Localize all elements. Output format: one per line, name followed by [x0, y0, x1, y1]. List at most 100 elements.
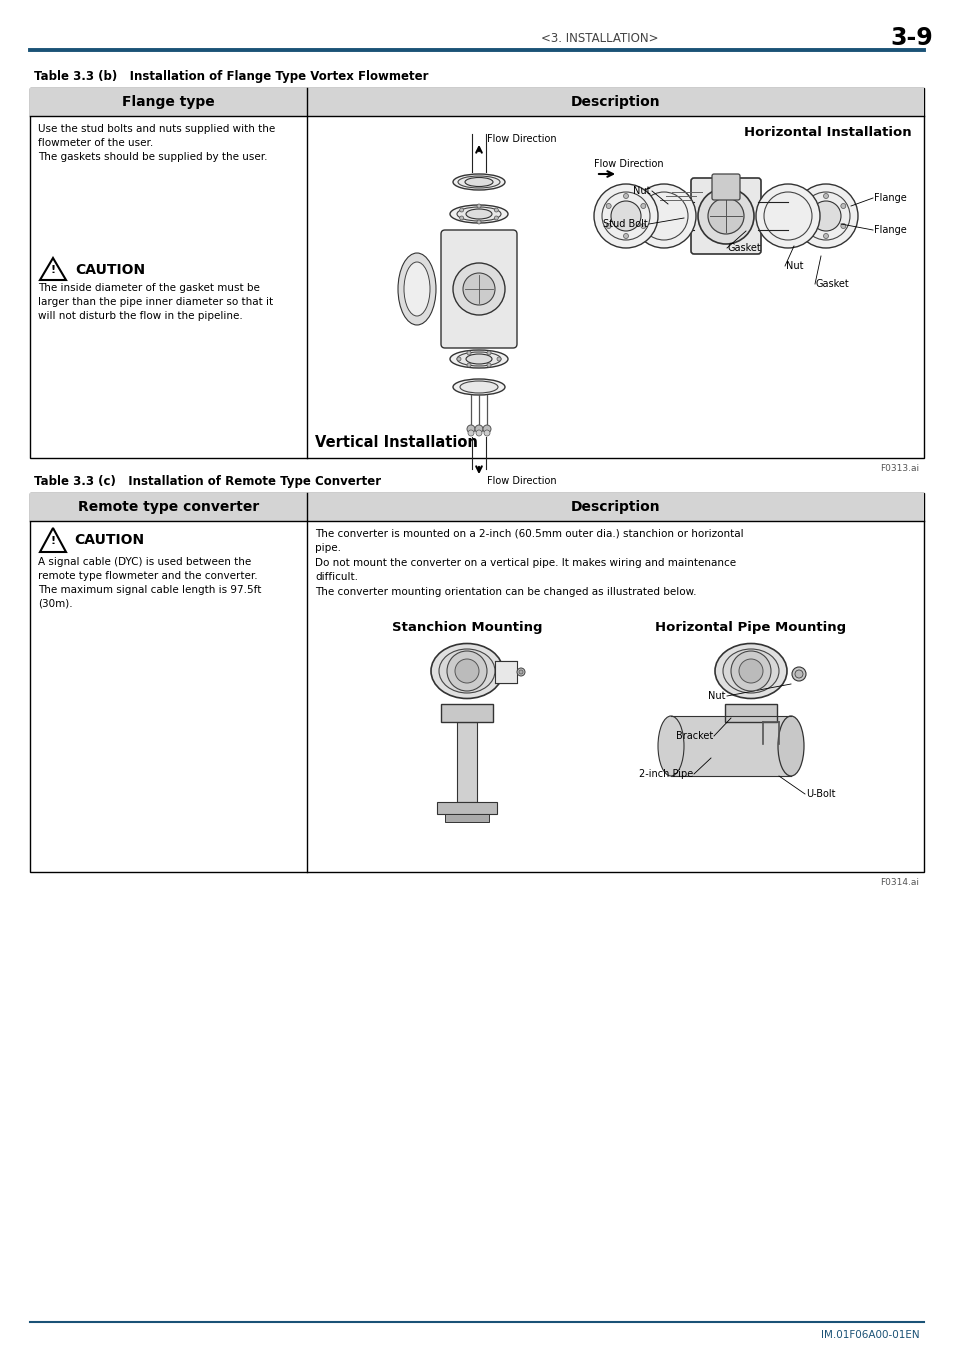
Circle shape — [456, 356, 460, 360]
Bar — [456, 722, 476, 802]
Circle shape — [623, 234, 628, 239]
Circle shape — [605, 204, 611, 208]
Text: !: ! — [51, 265, 55, 275]
Text: Nut: Nut — [633, 186, 650, 196]
Circle shape — [793, 184, 857, 248]
Circle shape — [517, 668, 524, 676]
Text: Flange: Flange — [873, 225, 905, 235]
Ellipse shape — [431, 644, 502, 698]
Ellipse shape — [464, 177, 493, 186]
Circle shape — [518, 670, 522, 674]
Circle shape — [453, 263, 504, 315]
Circle shape — [805, 224, 810, 228]
Text: Nut: Nut — [708, 691, 725, 701]
Bar — [670, 716, 790, 776]
Ellipse shape — [450, 350, 507, 369]
Circle shape — [494, 208, 497, 212]
Bar — [30, 493, 923, 872]
Text: Flow Direction: Flow Direction — [486, 134, 556, 144]
Ellipse shape — [438, 649, 495, 693]
Bar — [724, 703, 776, 722]
Circle shape — [698, 188, 753, 244]
Ellipse shape — [453, 379, 504, 396]
FancyBboxPatch shape — [711, 174, 740, 200]
Ellipse shape — [459, 381, 497, 393]
Circle shape — [623, 193, 628, 198]
Bar — [30, 88, 923, 116]
Circle shape — [822, 193, 827, 198]
Circle shape — [447, 651, 486, 691]
Ellipse shape — [465, 209, 492, 219]
Circle shape — [483, 431, 490, 436]
Circle shape — [805, 204, 810, 208]
Ellipse shape — [722, 649, 779, 693]
Text: F0314.ai: F0314.ai — [879, 878, 918, 887]
Circle shape — [840, 204, 845, 208]
Bar — [495, 662, 517, 683]
Ellipse shape — [778, 716, 803, 776]
Circle shape — [605, 224, 611, 228]
Text: Description: Description — [570, 95, 659, 109]
Bar — [30, 88, 923, 458]
Ellipse shape — [456, 207, 500, 221]
Text: Table 3.3 (c)   Installation of Remote Type Converter: Table 3.3 (c) Installation of Remote Typ… — [34, 475, 381, 487]
Circle shape — [791, 667, 805, 680]
Bar — [436, 802, 497, 814]
Circle shape — [755, 184, 820, 248]
Circle shape — [610, 201, 640, 231]
FancyBboxPatch shape — [440, 230, 517, 348]
Circle shape — [459, 216, 463, 220]
Ellipse shape — [403, 262, 430, 316]
Circle shape — [497, 356, 500, 360]
Text: Remote type converter: Remote type converter — [78, 500, 259, 514]
Circle shape — [476, 220, 480, 224]
Circle shape — [640, 224, 645, 228]
Ellipse shape — [457, 176, 499, 188]
Text: Bracket: Bracket — [675, 730, 712, 741]
Circle shape — [822, 234, 827, 239]
Text: Table 3.3 (b)   Installation of Flange Type Vortex Flowmeter: Table 3.3 (b) Installation of Flange Typ… — [34, 70, 428, 82]
Text: U-Bolt: U-Bolt — [805, 788, 835, 799]
Circle shape — [707, 198, 743, 234]
Text: !: ! — [51, 536, 55, 545]
Text: A signal cable (DYC) is used between the
remote type flowmeter and the converter: A signal cable (DYC) is used between the… — [38, 558, 261, 609]
Text: Horizontal Installation: Horizontal Installation — [743, 126, 911, 139]
Ellipse shape — [658, 716, 683, 776]
Text: The converter is mounted on a 2-inch (60.5mm outer dia.) stanchion or horizontal: The converter is mounted on a 2-inch (60… — [314, 529, 742, 597]
Circle shape — [594, 184, 658, 248]
Circle shape — [455, 659, 478, 683]
Bar — [440, 703, 493, 722]
Text: Flow Direction: Flow Direction — [594, 159, 663, 169]
Ellipse shape — [465, 354, 492, 364]
Circle shape — [794, 670, 802, 678]
Circle shape — [462, 273, 495, 305]
Ellipse shape — [456, 352, 500, 366]
Circle shape — [467, 351, 471, 355]
Text: CAUTION: CAUTION — [74, 533, 144, 547]
Circle shape — [601, 192, 649, 240]
Text: IM.01F06A00-01EN: IM.01F06A00-01EN — [821, 1330, 919, 1341]
Circle shape — [467, 363, 471, 367]
Text: Flange type: Flange type — [122, 95, 214, 109]
Text: Flow Direction: Flow Direction — [486, 477, 556, 486]
Circle shape — [730, 651, 770, 691]
Circle shape — [640, 204, 645, 208]
Ellipse shape — [397, 252, 436, 325]
Circle shape — [459, 208, 463, 212]
Text: Gasket: Gasket — [727, 243, 760, 252]
Text: Stud Bolt: Stud Bolt — [602, 219, 647, 230]
Circle shape — [468, 431, 474, 436]
Text: 2-inch Pipe: 2-inch Pipe — [639, 769, 692, 779]
Ellipse shape — [714, 644, 786, 698]
Circle shape — [476, 204, 480, 208]
Circle shape — [494, 216, 497, 220]
Text: 3-9: 3-9 — [890, 26, 932, 50]
Text: Horizontal Pipe Mounting: Horizontal Pipe Mounting — [655, 621, 845, 634]
Text: The inside diameter of the gasket must be
larger than the pipe inner diameter so: The inside diameter of the gasket must b… — [38, 284, 273, 321]
Text: Use the stud bolts and nuts supplied with the
flowmeter of the user.
The gaskets: Use the stud bolts and nuts supplied wit… — [38, 124, 275, 162]
Circle shape — [467, 425, 475, 433]
Text: Flange: Flange — [873, 193, 905, 202]
Circle shape — [482, 425, 491, 433]
Circle shape — [475, 425, 482, 433]
FancyBboxPatch shape — [690, 178, 760, 254]
